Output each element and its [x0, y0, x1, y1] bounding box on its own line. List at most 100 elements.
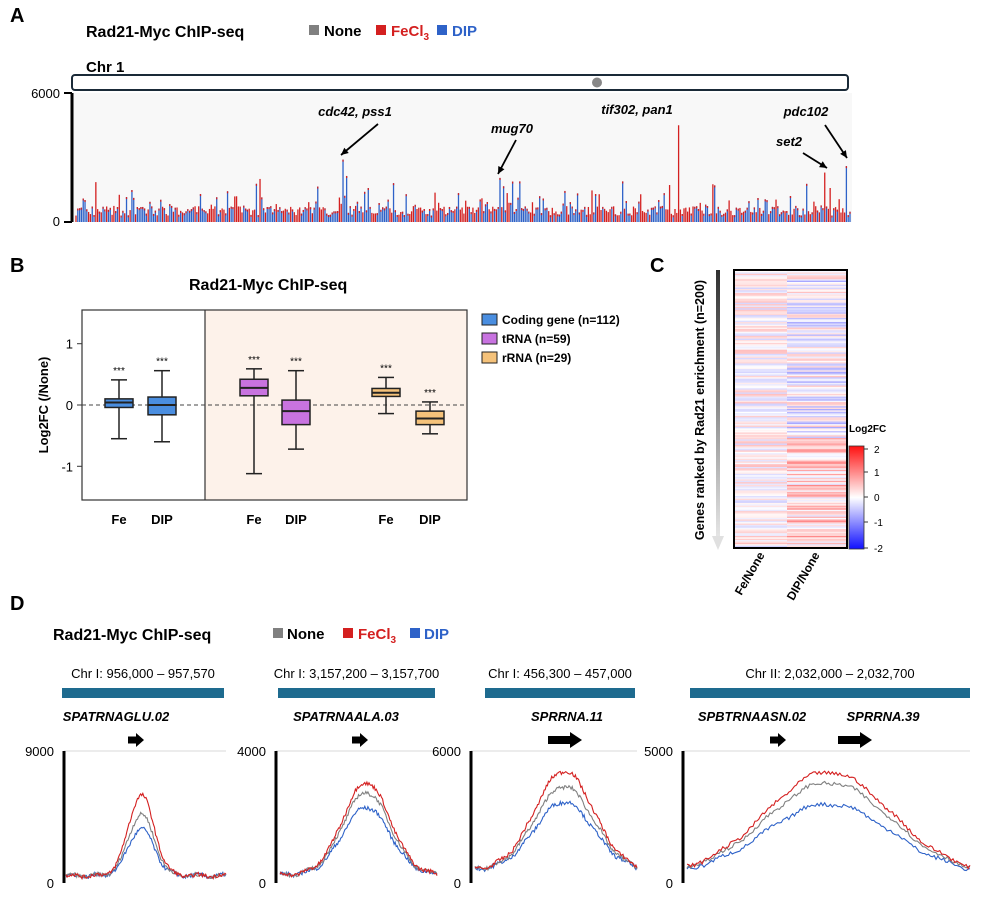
heatmap-cell — [735, 340, 787, 342]
heatmap-cell — [735, 272, 787, 275]
heatmap-cell — [735, 509, 787, 512]
heatmap-cell — [735, 391, 787, 393]
heatmap-cell — [735, 327, 787, 330]
heatmap-cell — [735, 323, 787, 326]
panel-a-bars — [75, 125, 851, 222]
heatmap-cell — [735, 478, 787, 480]
heatmap-cell — [735, 335, 787, 338]
heatmap-cell — [735, 504, 787, 506]
heatmap-cell — [787, 400, 846, 403]
heatmap-cell — [735, 374, 787, 377]
heatmap-cell — [735, 371, 787, 374]
heatmap-cell — [735, 352, 787, 355]
coverage-line-fe — [686, 770, 971, 870]
heatmap-cell — [787, 506, 846, 509]
heatmap-cell — [787, 433, 846, 436]
heatmap-cell — [735, 495, 787, 498]
heatmap-cell — [735, 306, 787, 309]
heatmap-cell — [787, 524, 846, 527]
heatmap-cell — [735, 535, 787, 538]
heatmap-cell — [787, 297, 846, 299]
heatmap-cell — [735, 290, 787, 292]
heatmap-cell — [735, 417, 787, 419]
heatmap-cell — [735, 410, 787, 413]
heatmap-cell — [787, 537, 846, 540]
heatmap-cell — [787, 315, 846, 317]
heatmap-cell — [787, 432, 846, 435]
heatmap-cell — [787, 317, 846, 320]
heatmap-cell — [787, 359, 846, 361]
panel-b-title: Rad21-Myc ChIP-seq — [189, 277, 347, 294]
heatmap-cell — [735, 428, 787, 430]
coverage-line-dip — [474, 799, 638, 873]
heatmap-cell — [787, 431, 846, 433]
heatmap-cell — [735, 288, 787, 291]
heatmap-cell — [787, 417, 846, 419]
heatmap-cell — [787, 283, 846, 286]
coverage-line-dip — [686, 801, 971, 872]
heatmap-cell — [735, 415, 787, 418]
heatmap-cell — [787, 355, 846, 357]
heatmap-cell — [735, 493, 787, 495]
panel-b-legend: Coding gene (n=112) tRNA (n=59) rRNA (n=… — [481, 313, 620, 365]
heatmap-cell — [787, 439, 846, 442]
significance-mark: *** — [380, 363, 392, 374]
heatmap-cell — [735, 455, 787, 458]
heatmap-cell — [787, 442, 846, 444]
heatmap-cell — [787, 527, 846, 530]
legend-rrna-label: rRNA (n=29) — [502, 351, 571, 365]
heatmap-cell — [735, 498, 787, 501]
panel-b-x-label: Fe — [378, 512, 393, 527]
heatmap-cell — [735, 443, 787, 446]
heatmap-cell — [787, 301, 846, 304]
heatmap-cell — [735, 351, 787, 353]
track-y-max-label: 6000 — [432, 744, 461, 759]
legend-fe-label: FeCl3 — [391, 23, 430, 43]
heatmap-cell — [787, 512, 846, 515]
heatmap-cell — [787, 309, 846, 312]
heatmap-cell — [735, 388, 787, 390]
heatmap-cell — [735, 411, 787, 414]
track-y-zero-label: 0 — [259, 876, 266, 891]
track-region-label: Chr II: 2,032,000 – 2,032,700 — [745, 666, 914, 681]
heatmap-cell — [787, 406, 846, 408]
heatmap-cell — [787, 483, 846, 486]
rank-gradient-bar — [716, 270, 720, 538]
heatmap-cell — [787, 450, 846, 453]
heatmap-cell — [735, 403, 787, 406]
heatmap-cell — [787, 386, 846, 389]
heatmap-cell — [787, 436, 846, 439]
heatmap-cell — [787, 509, 846, 512]
heatmap-cell — [787, 306, 846, 309]
heatmap-cell — [735, 309, 787, 312]
heatmap-cell — [787, 330, 846, 333]
rank-arrow-head — [712, 536, 724, 550]
heatmap-cell — [735, 357, 787, 360]
heatmap-cell — [735, 382, 787, 385]
heatmap-cell — [735, 439, 787, 442]
heatmap-cell — [735, 313, 787, 316]
heatmap-cell — [735, 324, 787, 327]
heatmap-cell — [787, 364, 846, 367]
heatmap-cell — [735, 531, 787, 534]
heatmap-cell — [735, 276, 787, 279]
heatmap-cell — [787, 511, 846, 513]
heatmap-cell — [787, 460, 846, 462]
heatmap-cell — [735, 295, 787, 298]
heatmap-cell — [787, 545, 846, 548]
heatmap-cell — [787, 409, 846, 411]
heatmap-cell — [787, 501, 846, 504]
heatmap-cell — [787, 520, 846, 523]
heatmap-cell — [787, 357, 846, 360]
track-y-zero-label: 0 — [454, 876, 461, 891]
heatmap-cell — [735, 396, 787, 399]
heatmap-cell — [787, 391, 846, 393]
heatmap-cell — [735, 497, 787, 499]
legend-dip-label: DIP — [424, 626, 449, 643]
heatmap-cell — [735, 294, 787, 297]
heatmap-cell — [735, 482, 787, 484]
heatmap-cell — [787, 491, 846, 494]
heatmap-cell — [735, 348, 787, 350]
panel-a-y-tick-label: 6000 — [31, 86, 60, 101]
heatmap-cell — [735, 367, 787, 370]
